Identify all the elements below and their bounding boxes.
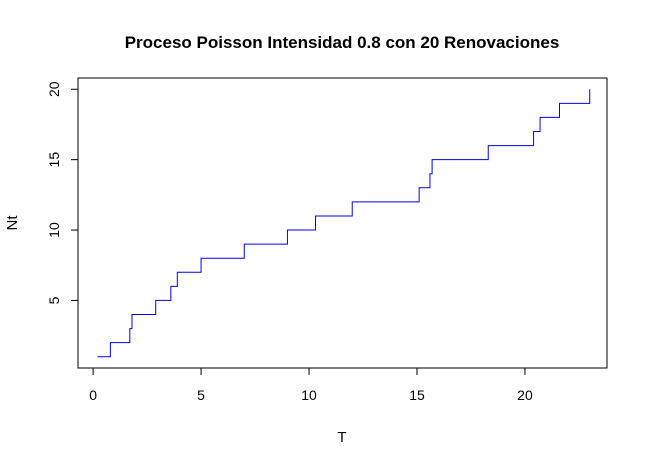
x-tick-label: 20 bbox=[517, 387, 533, 403]
y-axis-label: Nt bbox=[4, 215, 21, 231]
x-tick-label: 10 bbox=[301, 387, 317, 403]
x-axis-label: T bbox=[337, 429, 346, 446]
y-axis: 5 10 15 20 bbox=[46, 81, 78, 304]
chart-title: Proceso Poisson Intensidad 0.8 con 20 Re… bbox=[125, 33, 560, 52]
y-tick-label: 5 bbox=[46, 296, 62, 304]
x-tick-label: 0 bbox=[89, 387, 97, 403]
series-layer bbox=[97, 89, 591, 358]
x-tick-label: 15 bbox=[409, 387, 425, 403]
y-tick-label: 10 bbox=[46, 222, 62, 238]
series-line bbox=[97, 89, 591, 358]
plot-frame bbox=[77, 77, 608, 369]
y-tick-label: 20 bbox=[46, 81, 62, 97]
x-axis: 0 5 10 15 20 bbox=[89, 368, 533, 403]
x-tick-label: 5 bbox=[197, 387, 205, 403]
y-tick-label: 15 bbox=[46, 152, 62, 168]
